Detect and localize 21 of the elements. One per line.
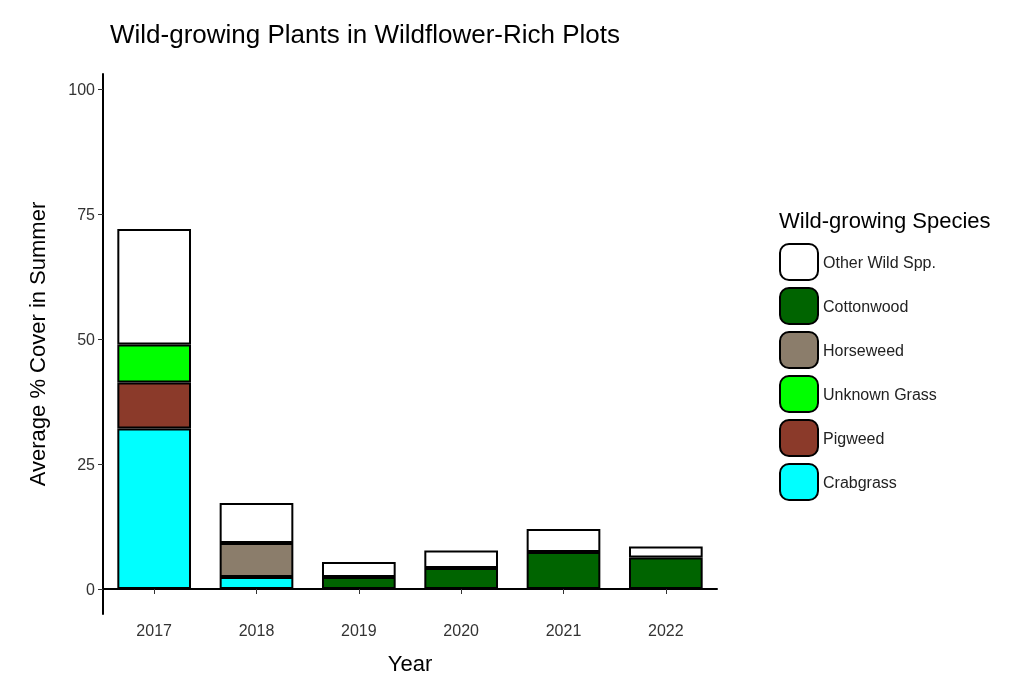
legend-label: Crabgrass bbox=[823, 473, 897, 491]
legend-label: Other Wild Spp. bbox=[823, 253, 936, 271]
y-tick-label: 100 bbox=[68, 80, 96, 98]
x-axis-title: Year bbox=[387, 650, 433, 676]
x-tick-label: 2018 bbox=[238, 621, 275, 639]
y-tick-label: 0 bbox=[86, 580, 96, 598]
legend-label: Horseweed bbox=[823, 341, 904, 359]
legend-label: Unknown Grass bbox=[823, 385, 937, 403]
y-tick-label: 25 bbox=[77, 455, 96, 473]
chart-title: Wild-growing Plants in Wildflower-Rich Plots bbox=[110, 19, 621, 49]
y-axis-title: Average % Cover in Summer bbox=[24, 201, 50, 487]
x-tick-label: 2021 bbox=[545, 621, 582, 639]
x-tick-label: 2022 bbox=[648, 621, 684, 639]
x-tick-label: 2017 bbox=[136, 621, 173, 639]
legend-label: Pigweed bbox=[823, 429, 885, 447]
y-tick-label: 75 bbox=[77, 205, 96, 223]
legend-label: Cottonwood bbox=[823, 297, 909, 315]
legend-title: Wild-growing Species bbox=[779, 207, 991, 233]
y-tick-label: 50 bbox=[77, 330, 96, 348]
x-tick-label: 2019 bbox=[341, 621, 377, 639]
x-tick-label: 2020 bbox=[443, 621, 480, 639]
